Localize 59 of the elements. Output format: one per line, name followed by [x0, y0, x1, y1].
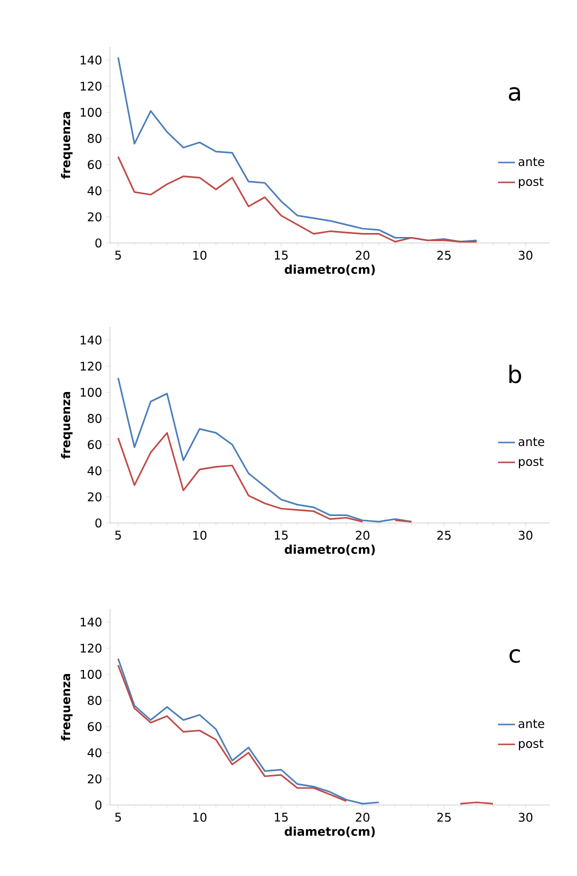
y-axis-title: frequenza — [61, 674, 73, 741]
x-tick-label: 30 — [518, 812, 532, 822]
x-tick-label: 25 — [437, 812, 451, 822]
y-axis-title: frequenza — [61, 392, 73, 459]
y-tick-label: 40 — [88, 186, 102, 196]
legend-label: post — [518, 177, 544, 188]
y-tick-label: 20 — [88, 492, 102, 502]
y-tick-label: 120 — [80, 362, 102, 371]
y-tick-label: 100 — [80, 388, 102, 397]
x-tick-label: 20 — [356, 250, 370, 260]
y-tick-label: 20 — [88, 774, 102, 784]
x-tick-label: 10 — [193, 250, 206, 260]
line-series — [117, 156, 478, 242]
x-axis-title: diametro(cm) — [284, 264, 375, 276]
x-axis-title: diametro(cm) — [284, 826, 375, 838]
y-tick-label: 60 — [88, 722, 102, 732]
text: c — [510, 649, 520, 663]
x-tick-label: 10 — [193, 530, 206, 540]
y-tick-label: 80 — [88, 414, 102, 423]
legend-label: post — [518, 457, 544, 468]
line-series — [117, 658, 380, 804]
x-tick-label: 20 — [356, 530, 370, 540]
text: b — [509, 364, 522, 384]
x-tick-label: 5 — [115, 250, 121, 260]
legend-label: ante — [518, 438, 544, 446]
y-tick-label: 80 — [88, 696, 102, 705]
y-tick-label: 0 — [95, 238, 102, 248]
y-tick-label: 140 — [80, 618, 102, 627]
y-tick-label: 100 — [80, 670, 102, 679]
legend-label: ante — [518, 158, 544, 166]
x-tick-label: 5 — [115, 530, 121, 540]
y-tick-label: 140 — [80, 336, 102, 345]
y-axis-title: frequenza — [61, 112, 73, 179]
x-tick-label: 5 — [115, 812, 121, 822]
y-tick-label: 20 — [88, 212, 102, 222]
legend-label: ante — [518, 720, 544, 728]
y-tick-label: 60 — [88, 160, 102, 170]
x-axis-title: diametro(cm) — [284, 544, 375, 556]
y-tick-label: 140 — [80, 56, 102, 65]
y-tick-label: 60 — [88, 440, 102, 450]
y-tick-label: 0 — [95, 518, 102, 528]
y-tick-label: 120 — [80, 644, 102, 653]
x-tick-label: 15 — [274, 250, 288, 260]
y-tick-label: 40 — [88, 466, 102, 476]
x-tick-label: 15 — [274, 812, 288, 822]
x-tick-label: 25 — [437, 250, 451, 260]
x-tick-label: 30 — [518, 530, 532, 540]
legend-label: post — [518, 739, 544, 750]
text: a — [508, 87, 520, 101]
x-tick-label: 30 — [518, 250, 532, 260]
x-tick-label: 25 — [437, 530, 451, 540]
y-tick-label: 0 — [95, 800, 102, 810]
y-tick-label: 80 — [88, 134, 102, 143]
y-tick-label: 100 — [80, 108, 102, 117]
x-tick-label: 20 — [356, 812, 370, 822]
y-tick-label: 120 — [80, 82, 102, 91]
y-tick-label: 40 — [88, 748, 102, 758]
x-tick-label: 10 — [193, 812, 206, 822]
x-tick-label: 15 — [274, 530, 288, 540]
